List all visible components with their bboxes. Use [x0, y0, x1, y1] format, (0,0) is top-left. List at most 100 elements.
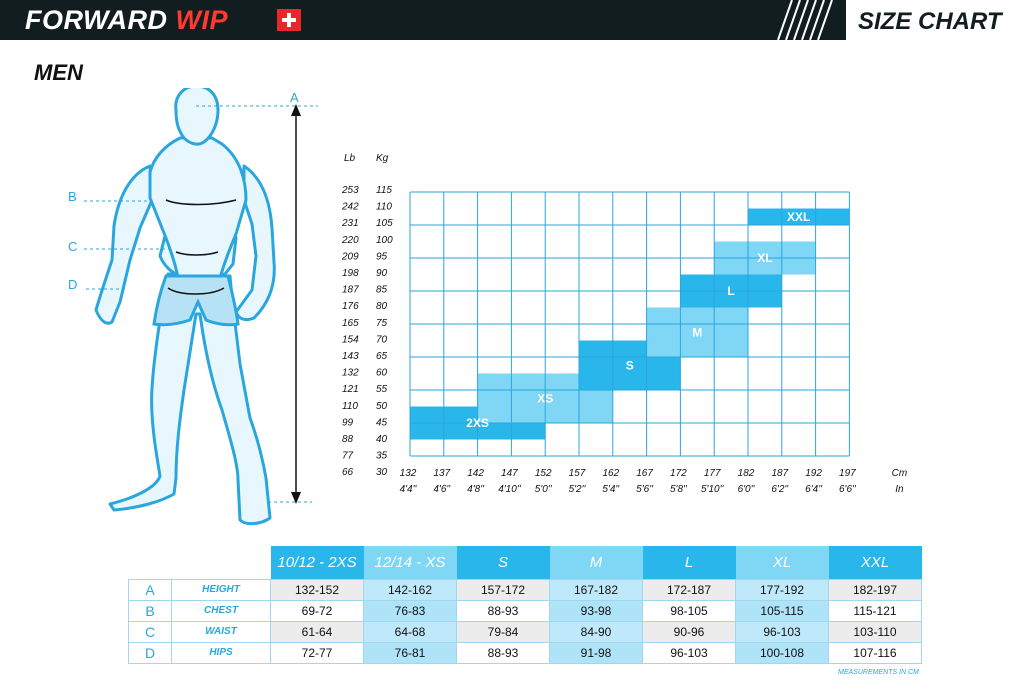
size-region-label: XL — [757, 251, 772, 265]
x-cm-tick: 137 — [433, 468, 450, 479]
measure-value: 69-72 — [270, 599, 364, 622]
x-in-tick: 6'2'' — [771, 484, 789, 495]
header-bar: FORWARD WIP SIZE CHART — [0, 0, 1024, 40]
measure-value: 115-121 — [828, 599, 922, 622]
header-spacer — [171, 546, 271, 579]
brand-logo: FORWARD WIP — [25, 5, 228, 36]
x-cm-tick: 142 — [467, 468, 484, 479]
y-kg-tick: 65 — [376, 351, 388, 362]
measure-letter: C — [128, 620, 172, 643]
size-table: 10/12 - 2XS 12/14 - XS S M L XL XXL A HEIGHT 132… — [128, 546, 922, 664]
x-in-tick: 5'10'' — [701, 484, 725, 495]
measure-value: 172-187 — [642, 578, 736, 601]
x-in-tick: 5'8'' — [670, 484, 688, 495]
body-figure — [94, 88, 276, 526]
y-lb-tick: 198 — [342, 268, 359, 279]
x-cm-tick: 152 — [535, 468, 552, 479]
size-region-xxl — [748, 208, 850, 225]
size-region-m — [646, 307, 748, 357]
y-kg-tick: 50 — [376, 401, 388, 412]
y-lb-tick: 143 — [342, 351, 359, 362]
size-region-label: XS — [537, 391, 553, 405]
y-lb-tick: 209 — [341, 251, 359, 262]
x-cm-tick: 192 — [805, 468, 822, 479]
x-cm-tick: 177 — [704, 468, 721, 479]
measure-value: 96-103 — [642, 641, 736, 664]
measure-value: 72-77 — [270, 641, 364, 664]
y-lb-tick: 154 — [342, 334, 359, 345]
x-in-tick: 6'6'' — [839, 484, 857, 495]
measure-value: 177-192 — [735, 578, 829, 601]
measure-name: HEIGHT — [171, 578, 271, 601]
y-lb-tick: 253 — [341, 185, 359, 196]
label-chest-b: B — [68, 189, 77, 204]
y-kg-tick: 75 — [376, 318, 388, 329]
unit-note: MEASUREMENTS IN CM — [838, 669, 919, 676]
size-column-header: M — [549, 546, 643, 579]
x-cm-tick: 182 — [738, 468, 755, 479]
measure-value: 64-68 — [363, 620, 457, 643]
page-title: SIZE CHART — [846, 0, 1024, 40]
swiss-flag-icon — [277, 9, 301, 31]
brand-name: FORWARD — [25, 5, 176, 35]
y-kg-tick: 80 — [376, 301, 388, 312]
y-lb-tick: 99 — [342, 417, 354, 428]
y-kg-tick: 40 — [376, 434, 388, 445]
x-cm-tick: 162 — [602, 468, 619, 479]
y-lb-tick: 187 — [342, 285, 359, 296]
measure-value: 84-90 — [549, 620, 643, 643]
size-region-label: L — [727, 284, 734, 298]
y-lb-tick: 176 — [342, 301, 359, 312]
size-column-header: 10/12 - 2XS — [270, 546, 364, 579]
x-cm-header: Cm — [892, 468, 908, 479]
y-kg-tick: 85 — [376, 285, 388, 296]
size-region-label: M — [692, 325, 702, 339]
y-kg-tick: 115 — [376, 185, 392, 196]
label-height-a: A — [290, 90, 299, 105]
measure-value: 96-103 — [735, 620, 829, 643]
measure-value: 142-162 — [363, 578, 457, 601]
measure-value: 91-98 — [549, 641, 643, 664]
x-cm-tick: 132 — [400, 468, 417, 479]
measure-value: 182-197 — [828, 578, 922, 601]
measure-letter: A — [128, 578, 172, 601]
x-in-tick: 5'0'' — [535, 484, 553, 495]
table-row: B CHEST 69-72 76-83 88-93 93-98 98-105 105-115 1… — [128, 599, 922, 622]
measure-value: 98-105 — [642, 599, 736, 622]
measure-value: 132-152 — [270, 578, 364, 601]
measure-value: 79-84 — [456, 620, 550, 643]
x-in-tick: 6'0'' — [738, 484, 756, 495]
y-kg-tick: 90 — [376, 268, 388, 279]
measure-value: 157-172 — [456, 578, 550, 601]
size-column-header: XL — [735, 546, 829, 579]
label-hips-d: D — [68, 277, 78, 292]
measure-guides — [84, 104, 318, 504]
size-region-label: XXL — [787, 210, 810, 224]
size-region-label: 2XS — [466, 416, 489, 430]
brand-suffix: WIP — [175, 5, 228, 35]
stripes-decoration — [777, 0, 833, 40]
size-column-header: XXL — [828, 546, 922, 579]
measure-value: 76-83 — [363, 599, 457, 622]
measure-value: 76-81 — [363, 641, 457, 664]
measure-name: CHEST — [171, 599, 271, 622]
measure-letter: B — [128, 599, 172, 622]
x-in-tick: 4'4'' — [400, 484, 418, 495]
y-kg-tick: 110 — [376, 202, 392, 213]
measure-value: 100-108 — [735, 641, 829, 664]
measure-value: 88-93 — [456, 599, 550, 622]
section-title: MEN — [34, 60, 83, 85]
y-lb-tick: 132 — [342, 368, 359, 379]
height-weight-chart: 2XS XS S M L XL XXL Lb Kg 253 242 231 220 209 198 187 17… — [341, 153, 908, 495]
y-kg-tick: 35 — [376, 451, 388, 462]
x-cm-tick: 172 — [670, 468, 687, 479]
measure-value: 167-182 — [549, 578, 643, 601]
y-kg-tick: 95 — [376, 251, 388, 262]
x-in-tick: 6'4'' — [805, 484, 823, 495]
size-column-header: S — [456, 546, 550, 579]
y-lb-tick: 66 — [342, 467, 354, 478]
x-in-header: In — [895, 484, 904, 495]
size-column-header: L — [642, 546, 736, 579]
x-cm-tick: 147 — [501, 468, 518, 479]
